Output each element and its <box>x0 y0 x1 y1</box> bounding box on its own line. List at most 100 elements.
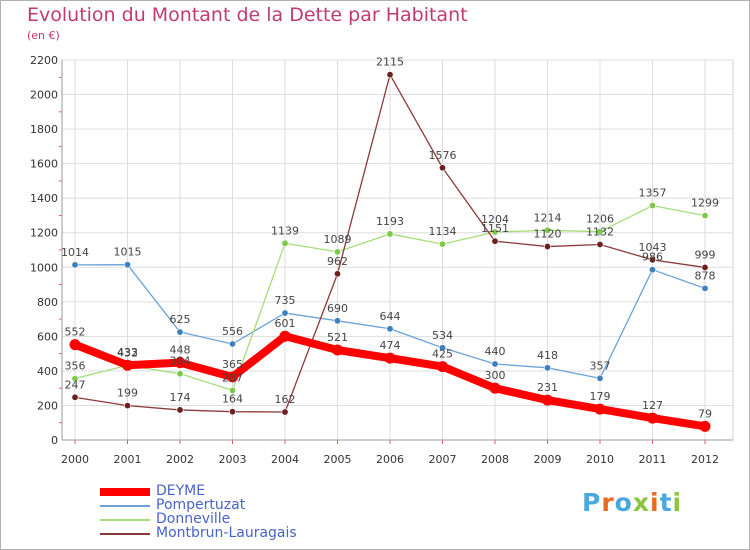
data-label-deyme: 300 <box>485 369 506 382</box>
x-tick-label: 2012 <box>691 453 719 466</box>
data-label-donneville: 287 <box>222 371 243 384</box>
legend-label: Pompertuzat <box>156 497 246 513</box>
data-label-montbrun-lauragais: 2115 <box>376 56 404 69</box>
x-tick-label: 2002 <box>166 453 194 466</box>
data-label-deyme: 79 <box>698 407 712 420</box>
axes: 0 200 400 600 800 1000 1200 1400 1600 1800 2000 220… <box>30 54 733 466</box>
data-point-deyme <box>699 420 711 432</box>
y-tick-label: 800 <box>37 296 58 309</box>
data-label-pompertuzat: 534 <box>432 329 453 342</box>
data-label-deyme: 433 <box>117 346 138 359</box>
chart-title: Evolution du Montant de la Dette par Hab… <box>27 4 468 26</box>
data-point-donneville <box>438 240 446 248</box>
y-tick-label: 1000 <box>30 261 58 274</box>
data-label-deyme: 601 <box>275 317 296 330</box>
data-label-donneville: 432 <box>117 346 138 359</box>
data-label-deyme: 521 <box>327 331 348 344</box>
data-label-pompertuzat: 556 <box>222 325 243 338</box>
y-tick-label: 1800 <box>30 123 58 136</box>
data-label-deyme: 552 <box>65 326 86 339</box>
legend-label: Montbrun-Lauragais <box>156 525 297 541</box>
data-point-montbrun-lauragais <box>229 408 237 416</box>
data-point-montbrun-lauragais <box>596 240 604 248</box>
legend-label: DEYME <box>156 483 206 499</box>
data-point-donneville <box>71 375 79 383</box>
data-label-pompertuzat: 1014 <box>61 246 89 259</box>
data-label-montbrun-lauragais: 199 <box>117 387 138 400</box>
data-label-montbrun-lauragais: 962 <box>327 255 348 268</box>
data-label-deyme: 474 <box>380 339 401 352</box>
data-point-montbrun-lauragais <box>71 393 79 401</box>
data-label-deyme: 231 <box>537 381 558 394</box>
legend-item-montbrun-lauragais: Montbrun-Lauragais <box>100 525 360 541</box>
data-label-donneville: 1089 <box>324 233 352 246</box>
legend-swatch <box>100 488 150 496</box>
data-label-donneville: 1193 <box>376 215 404 228</box>
y-tick-label: 200 <box>37 399 58 412</box>
y-tick-label: 2200 <box>30 54 58 67</box>
data-point-pompertuzat <box>701 284 709 292</box>
logo-letter: r <box>601 488 615 517</box>
plot-area <box>61 59 734 441</box>
data-point-donneville <box>281 239 289 247</box>
data-label-montbrun-lauragais: 162 <box>275 393 296 406</box>
data-point-donneville <box>543 226 551 234</box>
data-label-montbrun-lauragais: 174 <box>170 391 191 404</box>
data-point-montbrun-lauragais <box>333 270 341 278</box>
data-point-pompertuzat <box>386 325 394 333</box>
data-label-donneville: 1357 <box>639 187 667 200</box>
data-label-pompertuzat: 644 <box>380 310 401 323</box>
data-label-montbrun-lauragais: 164 <box>222 393 243 406</box>
data-point-donneville <box>596 228 604 236</box>
x-tick-label: 2011 <box>639 453 667 466</box>
data-point-deyme <box>384 352 396 364</box>
data-point-montbrun-lauragais <box>281 408 289 416</box>
data-point-deyme <box>542 394 553 406</box>
y-tick-label: 1400 <box>30 192 58 205</box>
data-point-pompertuzat <box>176 328 184 336</box>
y-tick-label: 1200 <box>30 227 58 240</box>
data-point-deyme <box>279 330 291 342</box>
data-point-donneville <box>333 248 341 256</box>
x-tick-label: 2009 <box>534 453 562 466</box>
data-label-deyme: 425 <box>432 348 453 361</box>
data-label-pompertuzat: 357 <box>590 359 611 372</box>
x-tick-label: 2003 <box>219 453 247 466</box>
data-point-pompertuzat <box>648 266 656 274</box>
data-point-montbrun-lauragais <box>491 237 499 245</box>
x-tick-label: 2008 <box>481 453 509 466</box>
data-label-montbrun-lauragais: 247 <box>65 378 86 391</box>
y-tick-label: 2000 <box>30 89 58 102</box>
data-label-montbrun-lauragais: 1132 <box>586 225 614 238</box>
data-point-deyme <box>69 339 81 351</box>
y-tick-label: 0 <box>51 434 58 447</box>
data-label-donneville: 1139 <box>271 224 299 237</box>
data-labels: 552 433 448 365 601 521 474 425 300 231 179 127 79 10… <box>61 56 719 421</box>
data-label-pompertuzat: 690 <box>327 302 348 315</box>
data-point-donneville <box>176 370 184 378</box>
data-point-pompertuzat <box>71 261 79 269</box>
legend-item-donneville: Donneville <box>100 511 360 527</box>
data-point-deyme <box>594 403 606 415</box>
data-label-donneville: 356 <box>65 360 86 373</box>
data-label-donneville: 384 <box>170 355 191 368</box>
y-tick-label: 600 <box>37 330 58 343</box>
y-tick-label: 400 <box>37 365 58 378</box>
data-label-donneville: 1214 <box>534 211 562 224</box>
data-label-donneville: 1204 <box>481 213 509 226</box>
data-point-donneville <box>229 386 237 394</box>
data-point-pompertuzat <box>124 261 132 269</box>
data-point-montbrun-lauragais <box>386 71 394 79</box>
x-tick-label: 2001 <box>114 453 142 466</box>
data-label-montbrun-lauragais: 1576 <box>429 149 457 162</box>
data-point-pompertuzat <box>543 364 551 372</box>
data-label-pompertuzat: 1015 <box>114 246 142 259</box>
data-point-deyme <box>227 371 238 383</box>
logo-letter: o <box>614 488 633 517</box>
data-label-pompertuzat: 735 <box>275 294 296 307</box>
legend-item-deyme: DEYME <box>100 483 360 499</box>
data-label-pompertuzat: 418 <box>537 349 558 362</box>
data-point-donneville <box>491 228 499 236</box>
